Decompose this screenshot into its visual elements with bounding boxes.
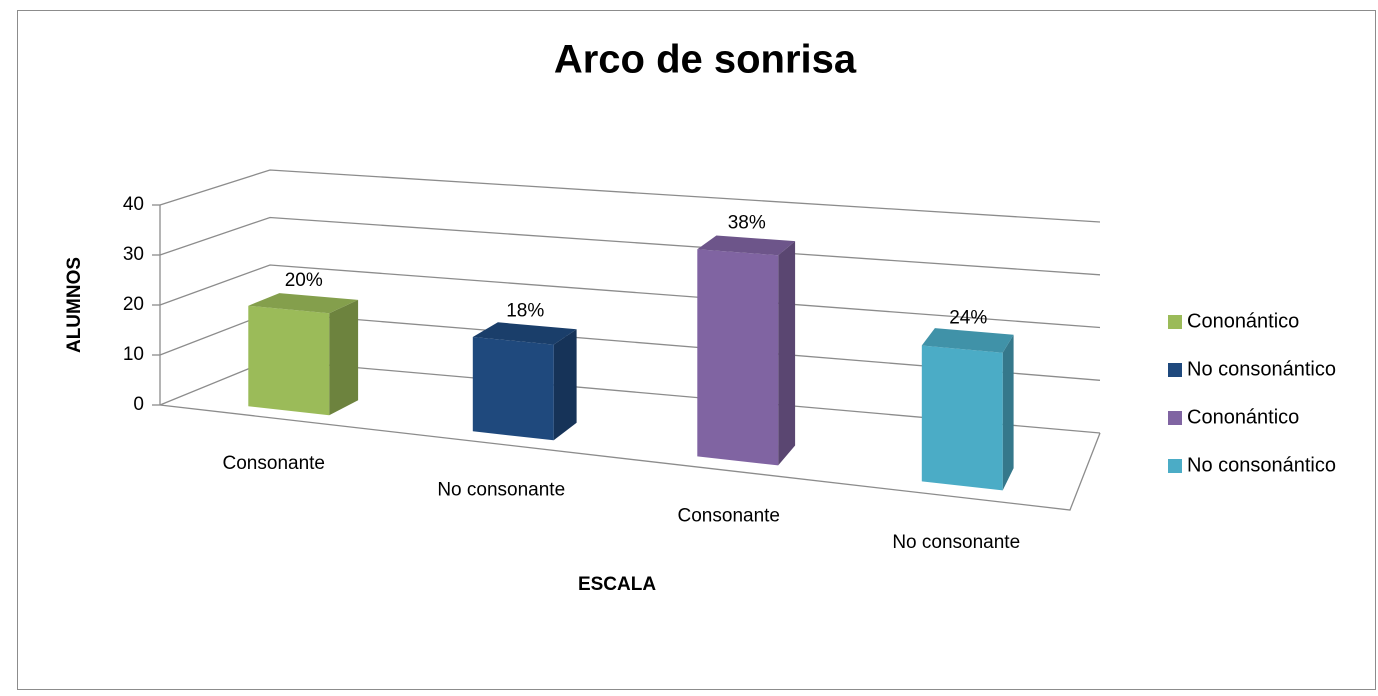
legend-swatch: [1168, 315, 1182, 329]
bar-side: [1002, 334, 1014, 491]
x-axis-label: ESCALA: [578, 574, 656, 595]
legend-label: Cononántico: [1187, 406, 1299, 428]
data-label: 18%: [506, 300, 544, 321]
y-tick-label: 40: [123, 194, 144, 215]
bar-front: [248, 305, 330, 416]
x-tick-label: No consonante: [437, 479, 565, 500]
x-tick-label: Consonante: [223, 453, 325, 474]
grid-line: [159, 216, 1101, 276]
bar-top: [472, 322, 577, 345]
y-axis-label: ALUMNOS: [64, 257, 85, 353]
bar-front: [921, 345, 1003, 491]
legend-label: No consonántico: [1187, 454, 1336, 476]
chart-title: Arco de sonrisa: [554, 38, 857, 82]
bar-top: [921, 328, 1014, 353]
bar-side: [329, 299, 359, 416]
bar-front: [697, 249, 779, 466]
grid-line: [159, 264, 1101, 329]
bar-side: [778, 241, 796, 466]
data-label: 24%: [949, 307, 987, 328]
grid-line: [159, 169, 1101, 223]
legend-label: No consonántico: [1187, 358, 1336, 380]
legend-swatch: [1168, 363, 1182, 377]
legend-label: Cononántico: [1187, 310, 1299, 332]
y-tick-label: 10: [123, 344, 144, 365]
bar-top: [248, 293, 359, 314]
legend-swatch: [1168, 411, 1182, 425]
x-tick-label: No consonante: [892, 532, 1020, 553]
bar-top: [697, 235, 796, 256]
y-tick-label: 0: [133, 394, 144, 415]
floor: [159, 404, 1101, 511]
legend-swatch: [1168, 459, 1182, 473]
chart-frame: [17, 10, 1376, 690]
bar-side: [553, 329, 577, 441]
y-tick-label: 20: [123, 294, 144, 315]
data-label: 20%: [285, 270, 323, 291]
y-tick-label: 30: [123, 244, 144, 265]
x-tick-label: Consonante: [678, 506, 780, 527]
data-label: 38%: [728, 212, 766, 233]
bar-front: [472, 337, 554, 441]
